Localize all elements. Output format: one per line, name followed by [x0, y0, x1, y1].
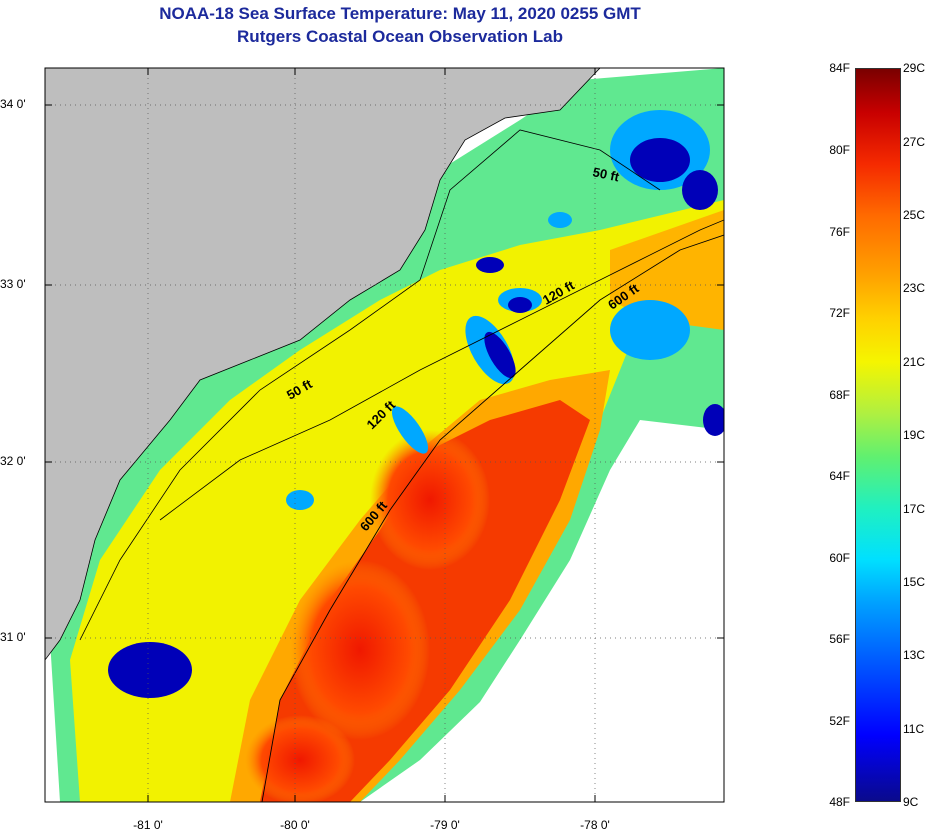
axis-ticks [45, 68, 724, 802]
colorbar-f-64: 64F [829, 469, 850, 483]
colorbar-c-15: 15C [903, 575, 926, 589]
colorbar-c-17: 17C [903, 502, 926, 516]
lat-label-32: 32 0' [0, 454, 26, 468]
lon-label-81: -81 0' [133, 818, 163, 832]
colorbar-f-60: 60F [829, 551, 850, 565]
land-area [45, 68, 601, 661]
colorbar-f-56: 56F [829, 632, 850, 646]
north-warm-area [610, 210, 724, 330]
graticule [45, 68, 724, 802]
colorbar-f-84: 84F [829, 61, 850, 75]
colorbar-c-19: 19C [903, 428, 926, 442]
colorbar-f-68: 68F [829, 388, 850, 402]
temperature-colorbar [855, 68, 901, 802]
colorbar-c-9: 9C [903, 795, 919, 809]
colorbar-f-72: 72F [829, 306, 850, 320]
lon-label-78: -78 0' [580, 818, 610, 832]
isobath-label-50ft-north: 50 ft [591, 164, 621, 184]
map-subtitle: Rutgers Coastal Ocean Observation Lab [237, 27, 563, 46]
colorbar-f-80: 80F [829, 143, 850, 157]
map-field [45, 68, 724, 802]
colorbar-c-29: 29C [903, 61, 926, 75]
colorbar-c-21: 21C [903, 355, 926, 369]
colorbar-c-23: 23C [903, 281, 926, 295]
colorbar-c-27: 27C [903, 135, 926, 149]
isobath-600ft [261, 234, 724, 802]
map-frame [44, 67, 725, 803]
isobath-50ft [79, 129, 661, 641]
colorbar-c-11: 11C [903, 722, 925, 736]
colorbar-c-25: 25C [903, 208, 926, 222]
lon-label-79: -79 0' [430, 818, 460, 832]
colorbar-f-76: 76F [829, 225, 850, 239]
isobath-120ft [159, 219, 724, 521]
lat-label-31: 31 0' [0, 630, 26, 644]
colorbar-f-52: 52F [829, 714, 850, 728]
colorbar-c-13: 13C [903, 648, 926, 662]
lat-label-33: 33 0' [0, 277, 26, 291]
map-title: NOAA-18 Sea Surface Temperature: May 11,… [159, 4, 641, 23]
colorbar-f-48: 48F [829, 795, 850, 809]
lon-label-80: -80 0' [280, 818, 310, 832]
lat-label-34: 34 0' [0, 97, 26, 111]
cold-patches [108, 138, 724, 698]
